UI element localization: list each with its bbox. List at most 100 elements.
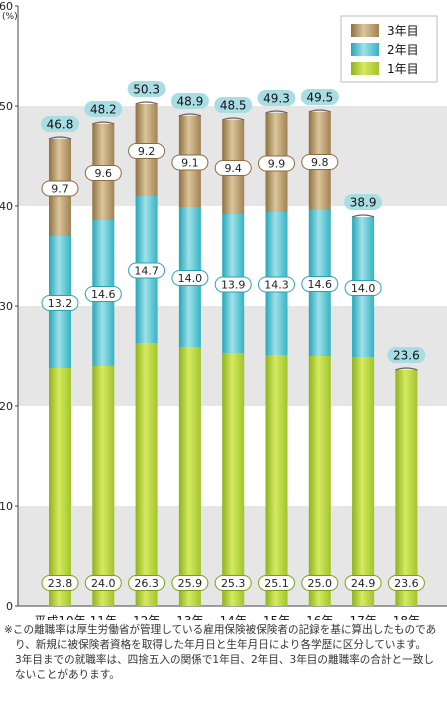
total-label-box xyxy=(300,89,339,105)
bar-cap xyxy=(308,109,332,113)
total-label: 49.3 xyxy=(263,92,290,106)
data-label: 14.6 xyxy=(308,278,333,291)
bar-cap xyxy=(265,110,288,114)
data-label: 14.0 xyxy=(178,272,203,285)
total-label-box xyxy=(344,194,383,210)
y-tick-label: 20 xyxy=(0,400,13,413)
data-label-box xyxy=(41,180,79,197)
y-axis: 0 10 20 30 40 50 60(%) xyxy=(0,0,447,613)
data-label: 14.7 xyxy=(134,265,159,278)
data-label: 9.6 xyxy=(95,167,113,180)
data-label: 9.9 xyxy=(268,158,286,171)
total-label: 48.2 xyxy=(90,103,117,117)
data-label: 23.6 xyxy=(394,577,419,590)
x-tick-label: 15年 xyxy=(263,614,290,620)
data-label: 9.2 xyxy=(138,145,156,158)
bar-cap xyxy=(135,101,158,105)
total-label-box xyxy=(257,90,296,106)
data-label-box xyxy=(171,270,209,286)
legend-label: 2年目 xyxy=(387,43,419,57)
data-label: 9.8 xyxy=(311,156,329,169)
y-unit-label: (%) xyxy=(2,12,18,22)
bar-cap xyxy=(351,214,375,218)
data-label-box xyxy=(344,280,382,296)
x-tick-label: 17年 xyxy=(349,614,376,620)
data-label: 24.9 xyxy=(351,577,376,590)
data-label-box xyxy=(258,276,295,293)
bar-segment xyxy=(92,366,115,606)
total-label-box xyxy=(41,116,79,132)
data-label: 14.0 xyxy=(351,282,376,295)
bar-cap xyxy=(221,117,245,121)
x-tick-label: 16年 xyxy=(306,614,333,620)
data-label-box xyxy=(214,276,252,293)
data-label: 9.1 xyxy=(181,157,199,170)
data-label: 9.4 xyxy=(224,162,242,175)
bar-segment xyxy=(222,353,245,606)
x-tick-label: 平成10年 xyxy=(34,614,85,620)
data-label: 25.0 xyxy=(308,577,333,590)
data-label: 13.2 xyxy=(48,297,73,310)
x-axis-labels: 平成10年 11年 12年 13年 14年 15年 16年 17年 18年 xyxy=(34,614,420,620)
legend-swatch xyxy=(351,43,379,56)
data-label: 26.3 xyxy=(134,577,159,590)
legend: 3年目 2年目 1年目 xyxy=(340,15,438,83)
data-label: 13.9 xyxy=(221,279,246,292)
data-label: 9.7 xyxy=(51,183,69,196)
data-label-box xyxy=(387,575,425,591)
footnote: ※この離職率は厚生労働省が管理している雇用保険被保険者の記録を基に算出したもので… xyxy=(4,623,444,683)
data-label-box xyxy=(258,155,295,172)
bar-segment xyxy=(49,368,71,606)
x-tick-label: 18年 xyxy=(393,614,420,620)
data-label-box xyxy=(301,276,339,292)
total-label-box xyxy=(387,347,426,363)
bar-segment xyxy=(265,355,288,606)
bar-cap xyxy=(92,121,115,125)
x-tick-label: 14年 xyxy=(220,614,247,620)
y-tick-label: 60 xyxy=(0,0,13,13)
bar-segment xyxy=(308,356,331,606)
data-label-box xyxy=(84,165,122,181)
x-tick-label: 13年 xyxy=(176,614,203,620)
legend-swatch xyxy=(351,62,379,75)
total-label-box xyxy=(214,97,253,113)
data-label-box xyxy=(84,286,122,302)
bar-cap xyxy=(178,113,202,117)
total-label: 46.8 xyxy=(47,118,74,132)
legend-swatch xyxy=(351,24,379,37)
y-tick-label: 10 xyxy=(0,500,13,513)
footnote-line: 3年目までの就職率は、四捨五入の関係で1年目、2年目、3年目の離職率の合計と一致… xyxy=(15,654,434,666)
total-label: 48.9 xyxy=(177,95,204,109)
y-tick-label: 50 xyxy=(0,100,13,113)
x-tick-label: 11年 xyxy=(90,614,117,620)
y-tick-label: 0 xyxy=(6,600,13,613)
data-label: 14.3 xyxy=(264,279,289,292)
total-label: 38.9 xyxy=(350,196,377,210)
data-label-box xyxy=(128,575,166,591)
data-label-box xyxy=(128,262,166,279)
data-label: 24.0 xyxy=(91,577,116,590)
footnote-line: り、新規に被保険者資格を取得した年月日と生年月日により各学歴に区分しています。 xyxy=(15,639,427,651)
bar-segment xyxy=(352,357,375,606)
total-label-box xyxy=(127,81,166,97)
data-label-box xyxy=(344,575,382,591)
data-label-box xyxy=(214,160,252,176)
total-label: 23.6 xyxy=(393,349,420,363)
footnote-line: ※この離職率は厚生労働省が管理している雇用保険被保険者の記録を基に算出したもので… xyxy=(4,624,437,636)
total-label: 49.5 xyxy=(306,91,333,105)
footnote-line: ないことがあります。 xyxy=(15,669,120,681)
stacked-bar-chart: 0 10 20 30 40 50 60(%) 23.8 13.2 9.7 46.8 24.0 14.6… xyxy=(0,0,447,620)
data-label-box xyxy=(171,154,209,171)
bars: 23.8 13.2 9.7 46.8 24.0 14.6 9.6 48.2 26.3 14.7 9.… xyxy=(41,81,426,606)
total-label: 50.3 xyxy=(133,83,160,97)
total-label-box xyxy=(170,93,209,109)
bar-segment xyxy=(395,370,418,606)
data-label-box xyxy=(258,575,295,591)
data-label-box xyxy=(301,154,339,170)
bar-cap xyxy=(48,136,72,140)
data-label-box xyxy=(84,575,122,591)
data-label-box xyxy=(128,143,166,159)
data-label: 14.6 xyxy=(91,288,116,301)
data-label-box xyxy=(171,575,209,591)
bar-segment xyxy=(178,347,201,606)
